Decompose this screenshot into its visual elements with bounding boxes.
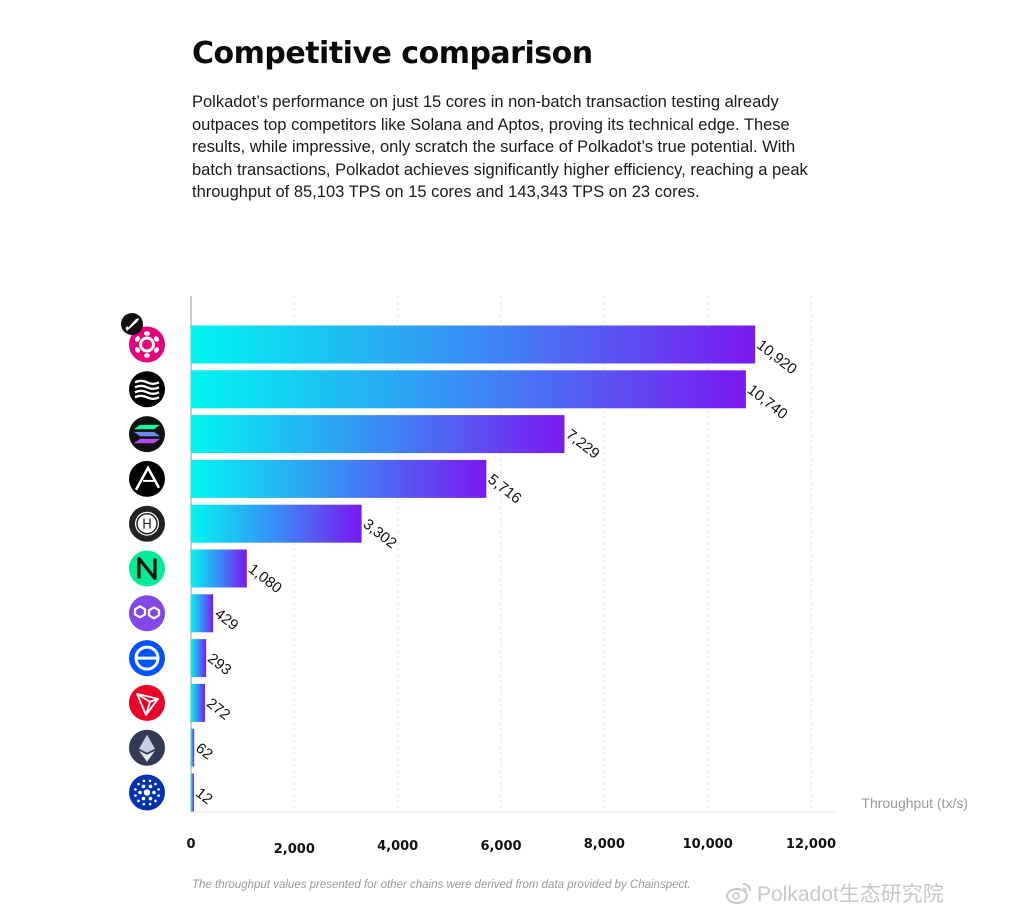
x-tick-label: 10,000 [683, 837, 733, 852]
bar-sui [191, 370, 746, 409]
tron-icon [129, 684, 165, 721]
bar-near [191, 549, 247, 588]
page-title: Competitive comparison [192, 36, 593, 71]
bar-cardano [191, 773, 194, 812]
bar-value-label: 12 [192, 784, 216, 808]
bar-aptos [191, 459, 487, 498]
polygon-icon [129, 595, 165, 632]
bar-value-label: 10,740 [744, 381, 791, 423]
bar-value-label: 3,302 [360, 516, 400, 553]
chain-logos: H [121, 313, 165, 811]
footnote: The throughput values presented for othe… [192, 879, 691, 891]
x-tick-label: 0 [186, 837, 195, 852]
bar-solana [191, 415, 565, 454]
x-tick-label: 6,000 [480, 839, 521, 854]
x-tick-label: 12,000 [786, 837, 836, 852]
algorand-icon [129, 640, 165, 677]
aptos-icon [129, 460, 165, 497]
bar-value-label: 10,920 [753, 336, 800, 378]
rocket-icon [121, 313, 143, 335]
bar-value-label: 62 [192, 740, 216, 764]
x-tick-label: 2,000 [274, 842, 315, 857]
watermark-text: Polkadot生态研究院 [757, 883, 944, 906]
hedera-icon: H [129, 505, 165, 542]
bar-polygon [191, 594, 214, 633]
weibo-icon [726, 883, 751, 904]
bar-value-label: 1,080 [245, 560, 285, 597]
cardano-icon [129, 774, 165, 811]
bar-polkadot [191, 325, 756, 364]
x-axis-label: Throughput (tx/s) [861, 795, 968, 811]
bar-value-label: 272 [203, 695, 233, 724]
x-tick-label: 8,000 [584, 837, 625, 852]
polkadot-icon [129, 326, 165, 363]
x-tick-label: 4,000 [377, 839, 418, 854]
bar-tron [191, 683, 206, 722]
sui-icon [129, 371, 165, 408]
bar-value-label: 429 [211, 605, 241, 634]
solana-icon [129, 416, 165, 453]
watermark: Polkadot生态研究院 [726, 878, 944, 908]
near-icon [129, 550, 165, 587]
bar-value-label: 293 [204, 650, 234, 679]
bars [191, 325, 756, 812]
bar-value-label: 5,716 [484, 471, 524, 508]
description-paragraph: Polkadot’s performance on just 15 cores … [192, 93, 808, 202]
ethereum-icon [129, 729, 165, 766]
bar-ethereum [191, 728, 195, 767]
x-tick-labels: 0 2,000 4,000 6,000 8,000 10,000 12,000 [186, 837, 836, 857]
bar-hedera [191, 504, 362, 543]
bar-algorand [191, 639, 207, 678]
svg-text:H: H [142, 518, 152, 533]
bar-value-label: 7,229 [563, 426, 603, 463]
